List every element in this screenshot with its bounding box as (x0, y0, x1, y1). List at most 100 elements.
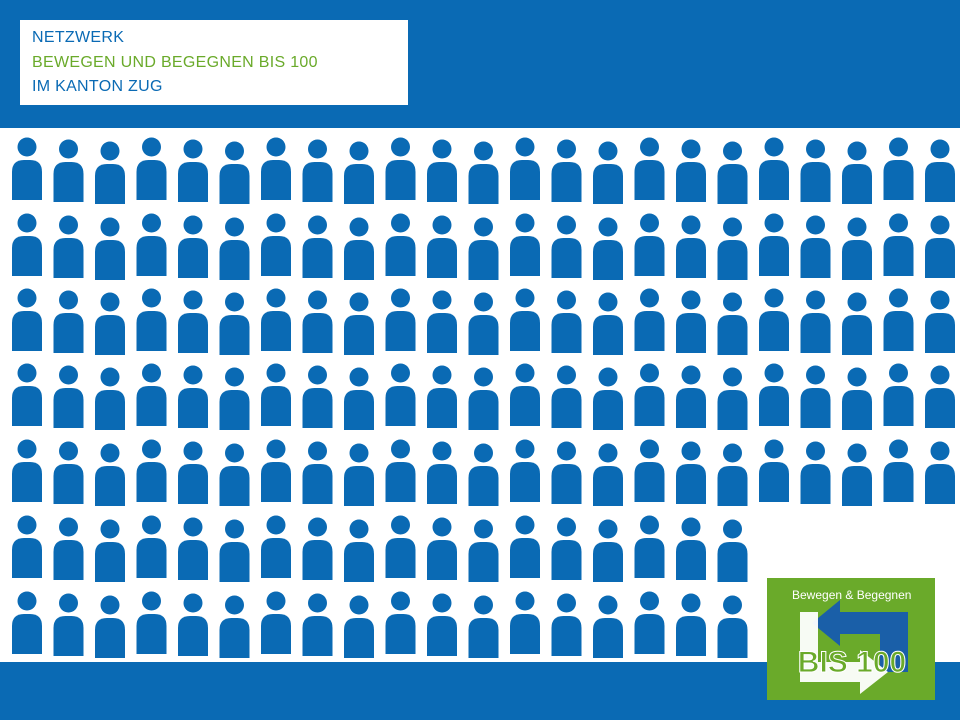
person-icon (136, 439, 167, 502)
person-body (385, 160, 416, 200)
person-body (12, 462, 42, 502)
person-head (432, 139, 452, 159)
person-body (593, 390, 623, 430)
person-head (391, 363, 410, 383)
person-head (474, 292, 493, 312)
person-head (889, 213, 908, 233)
person-icon (136, 213, 167, 276)
person-body (634, 160, 665, 200)
person-body (136, 614, 167, 654)
person-head (142, 137, 161, 157)
person-head (349, 141, 369, 161)
person-body (344, 315, 374, 355)
person-body (427, 464, 457, 504)
person-body (261, 538, 291, 578)
person-head (432, 517, 452, 537)
person-body (53, 464, 84, 504)
person-body (676, 313, 706, 353)
person-body (676, 616, 706, 656)
person-icon (676, 290, 706, 353)
person-body (759, 462, 789, 502)
person-body (676, 238, 706, 278)
person-icon (676, 517, 706, 580)
person-icon (551, 365, 582, 428)
person-head (723, 595, 742, 615)
person-body (510, 462, 540, 502)
person-icon (261, 363, 291, 426)
person-body (759, 311, 789, 351)
person-icon (344, 367, 374, 430)
person-icon (468, 595, 499, 658)
person-icon (95, 141, 125, 204)
person-body (883, 462, 914, 502)
person-icon (634, 137, 665, 200)
person-body (800, 238, 831, 278)
person-head (930, 441, 950, 461)
person-head (308, 517, 327, 537)
person-head (515, 137, 535, 157)
person-body (261, 386, 291, 426)
person-icon (261, 288, 291, 351)
person-head (681, 139, 701, 159)
person-body (676, 162, 706, 202)
person-head (930, 290, 950, 310)
person-body (136, 236, 167, 276)
person-body (842, 390, 872, 430)
person-body (427, 388, 457, 428)
person-body (634, 386, 665, 426)
person-icon (800, 365, 831, 428)
person-icon (551, 593, 582, 656)
person-icon (302, 441, 333, 504)
person-head (59, 593, 78, 613)
person-body (178, 540, 208, 580)
person-body (95, 390, 125, 430)
person-head (308, 290, 327, 310)
person-body (634, 538, 665, 578)
person-head (266, 213, 286, 233)
person-body (593, 618, 623, 658)
person-body (468, 618, 499, 658)
person-head (847, 141, 867, 161)
person-body (261, 236, 291, 276)
person-icon (219, 292, 250, 355)
person-body (344, 164, 374, 204)
person-head (889, 137, 908, 157)
person-icon (676, 441, 706, 504)
person-icon (925, 290, 955, 353)
person-head (474, 519, 493, 539)
person-icon (53, 139, 84, 202)
person-body (800, 313, 831, 353)
person-head (723, 141, 742, 161)
person-body (219, 164, 250, 204)
person-icon (759, 288, 789, 351)
person-icon (593, 141, 623, 204)
person-head (640, 515, 659, 535)
person-body (219, 618, 250, 658)
person-icon (219, 595, 250, 658)
person-icon (12, 213, 42, 276)
person-head (349, 443, 369, 463)
person-icon (178, 593, 208, 656)
person-body (178, 162, 208, 202)
person-icon (510, 137, 540, 200)
person-icon (551, 139, 582, 202)
person-body (95, 618, 125, 658)
person-icon (510, 363, 540, 426)
person-body (842, 240, 872, 280)
person-head (806, 139, 825, 159)
person-head (640, 137, 659, 157)
person-body (634, 311, 665, 351)
person-icon (842, 292, 872, 355)
person-body (551, 464, 582, 504)
person-icon (468, 519, 499, 582)
person-head (100, 595, 120, 615)
person-body (468, 240, 499, 280)
person-body (12, 386, 42, 426)
person-head (266, 439, 286, 459)
person-head (889, 288, 908, 308)
person-icon (510, 515, 540, 578)
logo: Bewegen & Begegnen BIS 100 (767, 578, 935, 700)
person-icon (385, 515, 416, 578)
person-body (178, 616, 208, 656)
